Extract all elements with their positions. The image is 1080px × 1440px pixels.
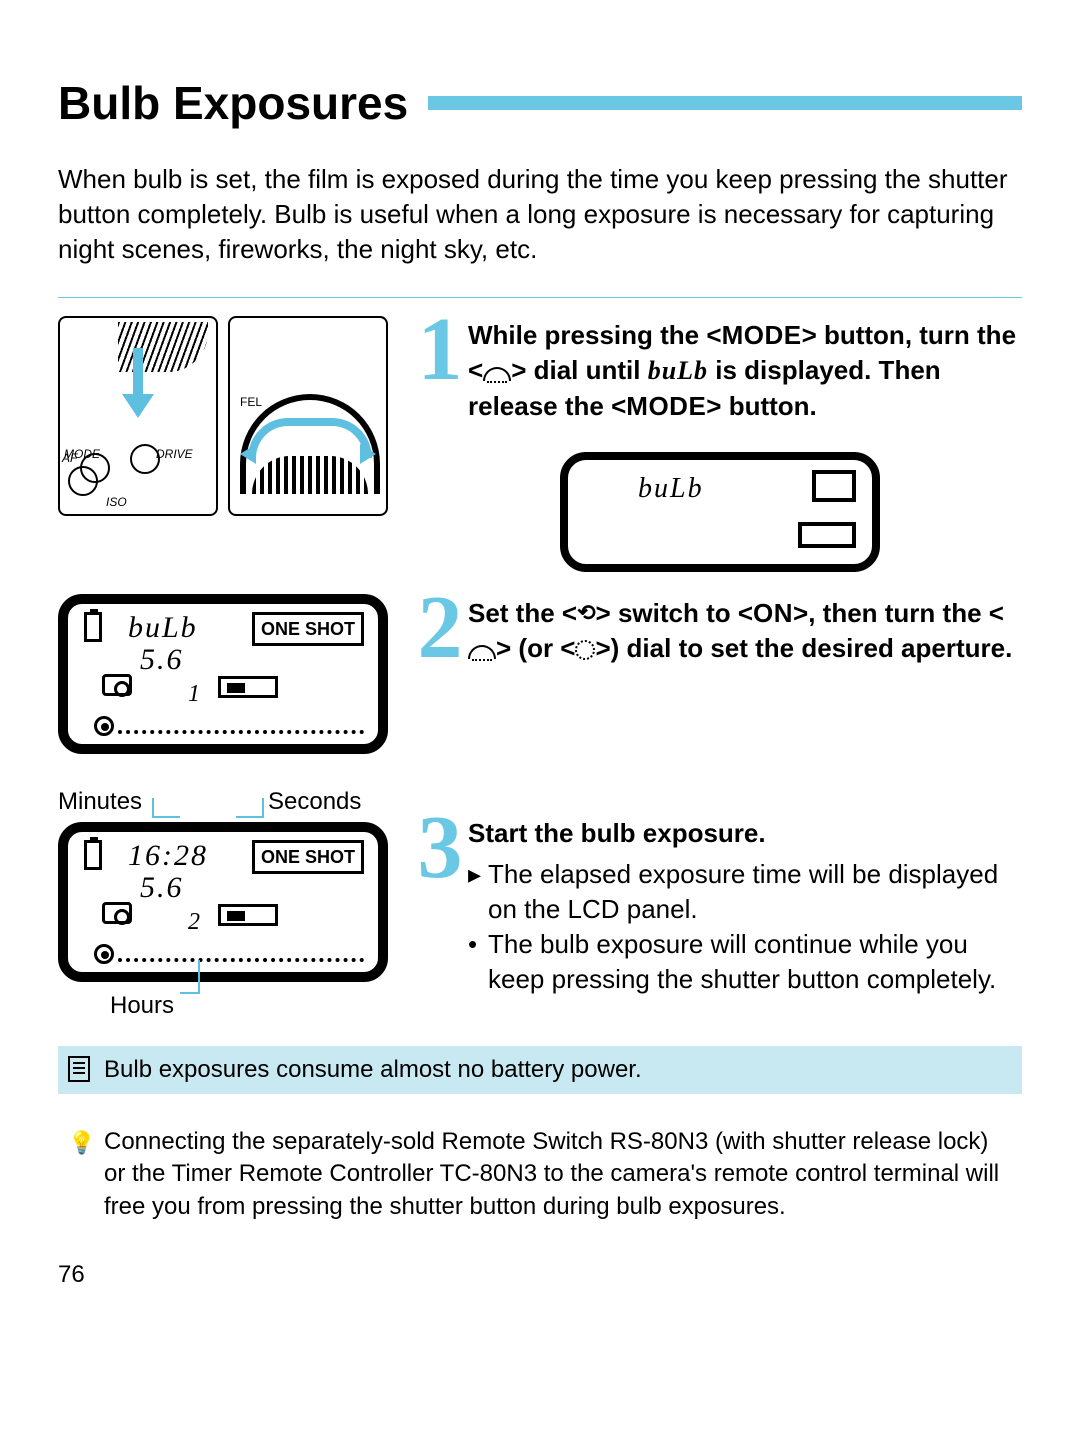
lcd1-counter: 1 (188, 678, 200, 710)
lcd-bulb-text: buLb (638, 470, 704, 508)
camera-top-illustration: MODE AF DRIVE ISO (58, 316, 218, 516)
s1-t3: > dial until (511, 355, 648, 385)
frame-icon-2 (218, 904, 278, 926)
tip-remote-text: Connecting the separately-sold Remote Sw… (104, 1126, 1012, 1223)
s2-on: ON (753, 598, 793, 628)
s1-mode1: MODE (722, 320, 802, 350)
step-number-2: 2 (412, 594, 468, 666)
lcd-panel-2: 16:28 5.6 ONE SHOT 2 (58, 822, 388, 982)
quick-dial-icon (575, 640, 595, 660)
metering-icon (102, 674, 132, 696)
lcd1-oneshot: ONE SHOT (252, 612, 364, 646)
step3-b2: The bulb exposure will continue while yo… (488, 927, 1022, 997)
title-row: Bulb Exposures (58, 72, 1022, 134)
fel-label: FEL (240, 394, 262, 410)
turn-arrow-icon (248, 418, 372, 458)
note-battery-text: Bulb exposures consume almost no battery… (104, 1054, 642, 1086)
time-callouts-top: Minutes Seconds (58, 786, 398, 822)
page-title: Bulb Exposures (58, 72, 408, 134)
step-number-1: 1 (412, 316, 468, 423)
title-accent-bar (428, 96, 1022, 110)
step3-text: Start the bulb exposure. ▸The elapsed ex… (468, 814, 1022, 997)
s1-t1: While pressing the < (468, 320, 722, 350)
step3-b1: The elapsed exposure time will be displa… (488, 857, 1022, 927)
dot-bullet-icon: • (468, 927, 488, 997)
battery-icon (84, 612, 102, 642)
tip-icon: 💡 (68, 1126, 96, 1223)
lcd2-oneshot: ONE SHOT (252, 840, 364, 874)
lcd2-counter: 2 (188, 906, 200, 938)
note-battery: Bulb exposures consume almost no battery… (58, 1046, 1022, 1094)
step3-head: Start the bulb exposure. (468, 818, 766, 848)
drive-label: DRIVE (156, 446, 193, 462)
s2-t5: >) dial to set the desired aperture. (595, 633, 1012, 663)
s1-mode2: MODE (626, 391, 706, 421)
step2-illustration: buLb 5.6 ONE SHOT 1 (58, 594, 398, 754)
s2-t3: >, then turn the < (793, 598, 1004, 628)
battery-icon-2 (84, 840, 102, 870)
arrow-bullet-icon: ▸ (468, 857, 488, 927)
eye-icon-2 (94, 944, 114, 964)
lcd-panel-1: buLb 5.6 ONE SHOT 1 (58, 594, 388, 754)
frame-icon (218, 676, 278, 698)
s1-bulb: buLb (648, 356, 708, 385)
s1-t5: > button. (706, 391, 816, 421)
lcd1-aperture: 5.6 (140, 640, 184, 681)
iso-label: ISO (106, 494, 127, 510)
step-number-3: 3 (412, 814, 468, 997)
intro-paragraph: When bulb is set, the film is exposed du… (58, 162, 1022, 267)
step3-illustration: Minutes Seconds 16:28 5.6 ONE SHOT 2 Hou… (58, 776, 398, 1022)
hours-callout: Hours (58, 982, 398, 1022)
seconds-label: Seconds (268, 786, 361, 818)
step2-text: Set the <⟲> switch to <ON>, then turn th… (468, 594, 1022, 666)
step-1: MODE AF DRIVE ISO FEL 1 While pressing t… (58, 316, 1022, 571)
dial-illustration: FEL (228, 316, 388, 516)
minutes-label: Minutes (58, 786, 142, 818)
step1-illustrations: MODE AF DRIVE ISO FEL (58, 316, 398, 571)
step1-text: While pressing the <MODE> button, turn t… (468, 316, 1022, 423)
eye-icon (94, 716, 114, 736)
metering-icon-2 (102, 902, 132, 924)
tip-remote: 💡 Connecting the separately-sold Remote … (58, 1118, 1022, 1231)
page-number: 76 (58, 1259, 1022, 1291)
af-label: AF (62, 450, 77, 466)
main-dial-icon-2 (468, 645, 496, 659)
hours-label: Hours (110, 990, 174, 1022)
lcd2-aperture: 5.6 (140, 868, 184, 909)
main-dial-icon (483, 367, 511, 381)
s2-t1: Set the < (468, 598, 577, 628)
lcd-bulb-small: buLb (560, 452, 880, 572)
divider (58, 297, 1022, 298)
s2-t2: > switch to < (596, 598, 754, 628)
step-2: buLb 5.6 ONE SHOT 1 2 Set the <⟲> switch… (58, 594, 1022, 754)
af-button-icon (68, 466, 98, 496)
step-3: Minutes Seconds 16:28 5.6 ONE SHOT 2 Hou… (58, 776, 1022, 1022)
press-arrow-icon (122, 348, 154, 428)
note-icon (68, 1054, 96, 1086)
switch-icon: ⟲ (577, 598, 595, 628)
s2-t4: > (or < (496, 633, 575, 663)
